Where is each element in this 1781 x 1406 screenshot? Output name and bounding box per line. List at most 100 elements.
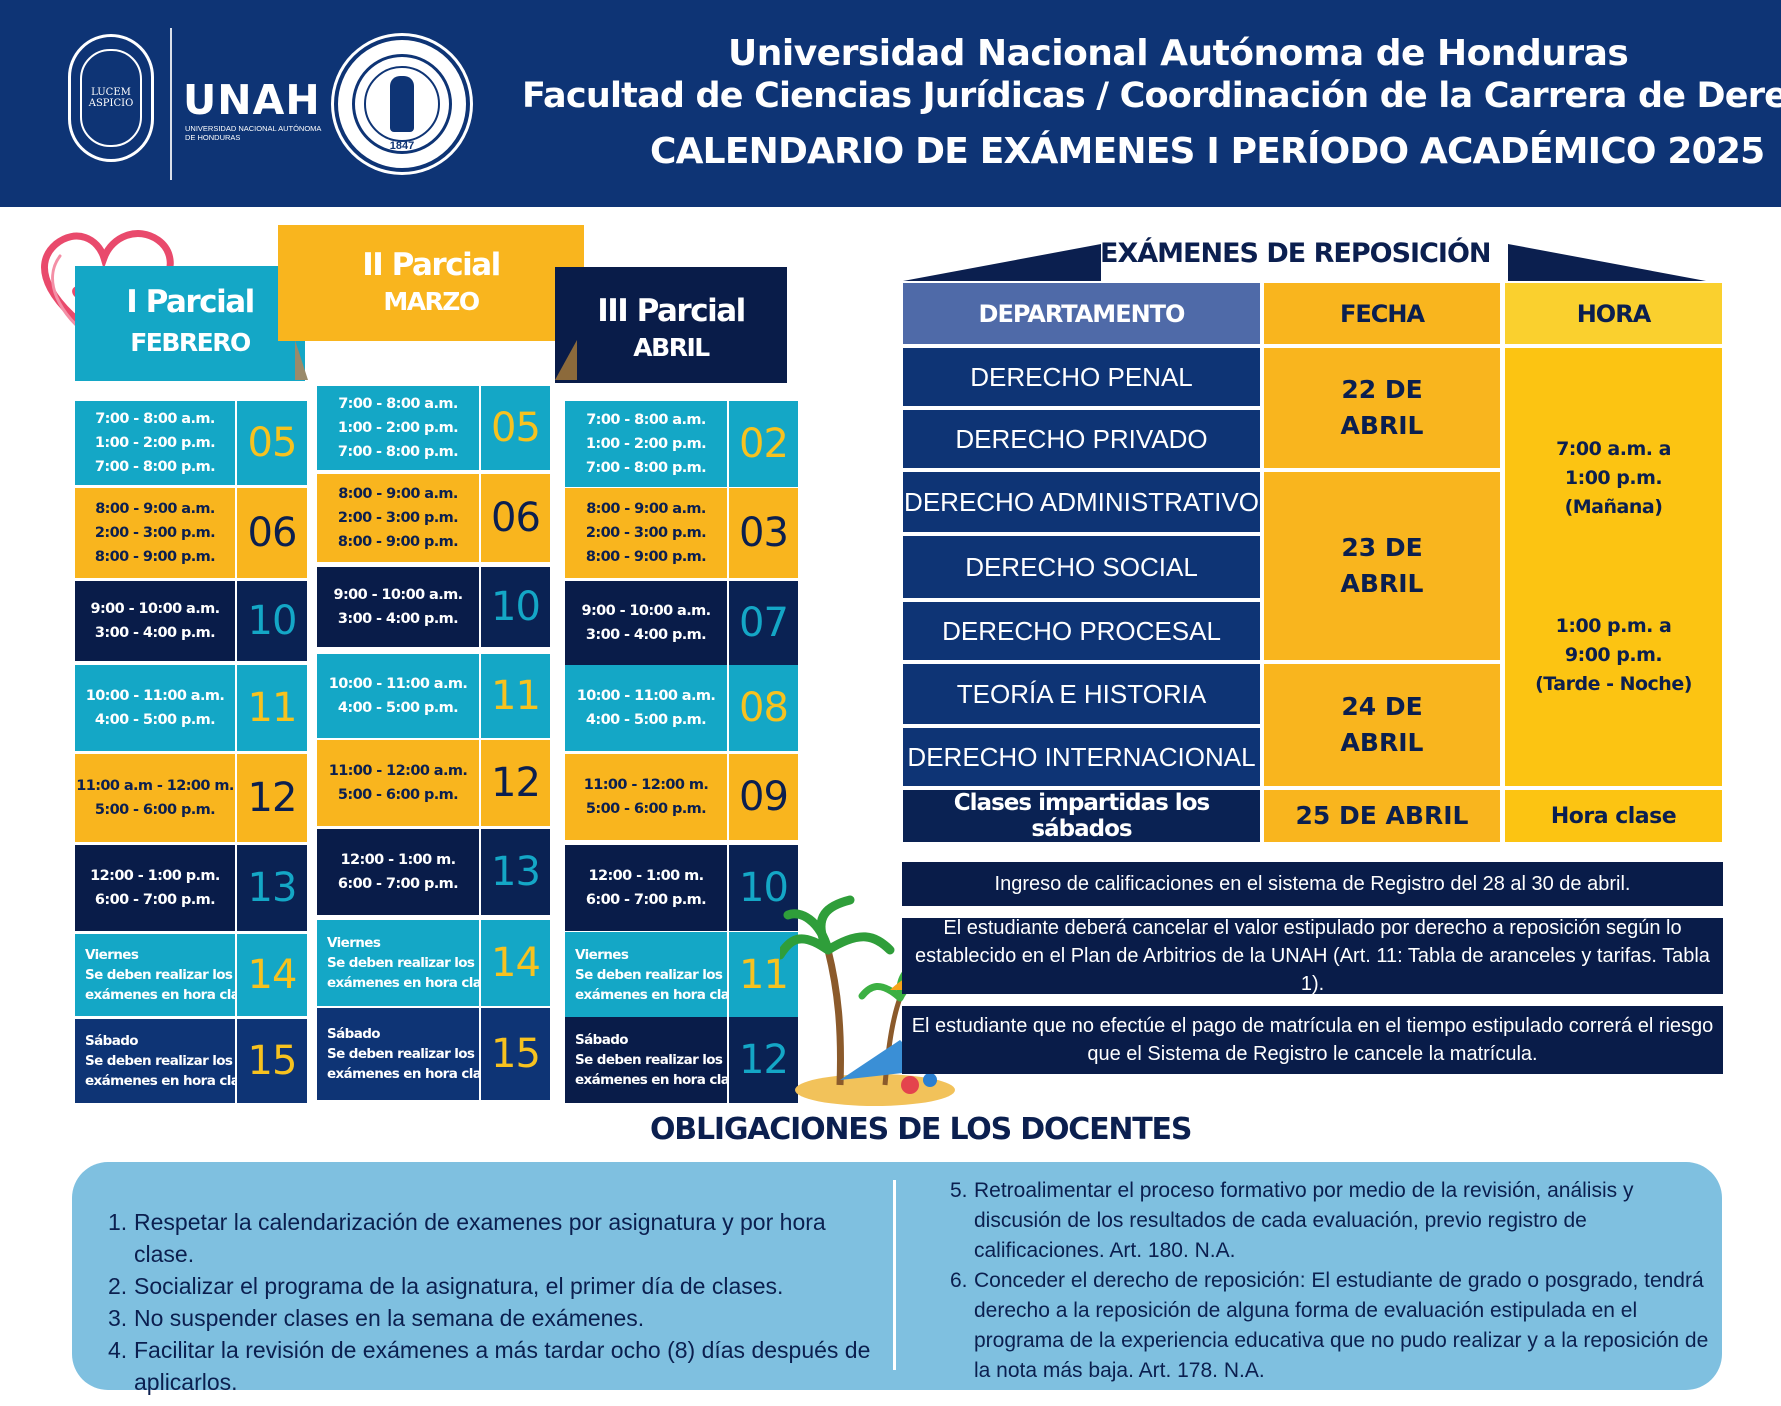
note-text: que el Sistema de Registro le cancele la… [1087, 1043, 1538, 1065]
time-slot: 4:00 - 5:00 p.m. [585, 712, 707, 728]
obligacion-item: 2. Socializar el programa de la asignatur… [108, 1270, 888, 1302]
item-text: Respetar la calendarización de examenes … [134, 1209, 826, 1267]
unah-subtitle: UNIVERSIDAD NACIONAL AUTÓNOMA DE HONDURA… [185, 124, 321, 142]
note-text: El estudiante que no efectúe el pago de … [911, 1015, 1714, 1037]
time-slot: 11:00 - 12:00 m. [583, 777, 709, 793]
title-wing-left [903, 244, 1101, 281]
note-pago-reposicion: El estudiante deberá cancelar el valor e… [902, 917, 1723, 995]
obligacion-item: 5. Retroalimentar el proceso formativo po… [950, 1176, 1710, 1266]
exam-times: 7:00 - 8:00 a.m. 1:00 - 2:00 p.m. 7:00 - 8… [75, 401, 235, 485]
sabado-departamento-cell: Clases impartidas los sábados [903, 790, 1260, 842]
label-fold [555, 340, 577, 380]
time-slot: 10:00 - 11:00 a.m. [576, 688, 716, 704]
time-slot: exámenes en hora clase [85, 987, 256, 1003]
exam-day: 15 [481, 1008, 550, 1100]
reposicion-title: EXÁMENES DE REPOSICIÓN [1100, 238, 1492, 269]
item-text: Conceder el derecho de reposición: El es… [974, 1269, 1709, 1382]
time-slot: 12:00 - 1:00 m. [588, 868, 704, 884]
time-slot: 6:00 - 7:00 p.m. [585, 892, 707, 908]
time-slot: exámenes en hora clase [327, 1066, 498, 1082]
seal-inner: LUCEM ASPICIO [80, 49, 142, 147]
time-slot: Sábado [575, 1032, 629, 1048]
exam-day: 08 [729, 665, 798, 751]
time-slot: 11:00 - 12:00 a.m. [328, 763, 468, 779]
time-slot: 1:00 - 2:00 p.m. [94, 435, 216, 451]
time-slot: Se deben realizar los [85, 1053, 233, 1069]
hora-manana-line: 7:00 a.m. a [1556, 438, 1671, 460]
fcj-logo: 1847 [334, 36, 470, 172]
time-slot: Se deben realizar los [575, 1052, 723, 1068]
hora-tarde-line: 1:00 p.m. a [1555, 615, 1672, 637]
schedule-row: 7:00 - 8:00 a.m. 1:00 - 2:00 p.m. 7:00 - 8… [565, 401, 798, 487]
exam-times: 11:00 - 12:00 m. 5:00 - 6:00 p.m. [565, 754, 727, 840]
time-slot: 10:00 - 11:00 a.m. [85, 688, 225, 704]
exam-day: 14 [481, 920, 550, 1006]
header-fecha: FECHA [1264, 283, 1500, 344]
exam-times: 8:00 - 9:00 a.m. 2:00 - 3:00 p.m. 8:00 - 9… [565, 488, 727, 578]
schedule-row: 8:00 - 9:00 a.m. 2:00 - 3:00 p.m. 8:00 - 9… [565, 488, 798, 578]
schedule-row: 7:00 - 8:00 a.m. 1:00 - 2:00 p.m. 7:00 - 8… [317, 386, 550, 470]
exam-day: 14 [237, 934, 307, 1016]
parcial-2-name: II Parcial [362, 247, 501, 283]
time-slot: exámenes en hora clase [85, 1073, 256, 1089]
parcial-1-name: I Parcial [126, 284, 255, 320]
unah-seal-logo: LUCEM ASPICIO [68, 34, 154, 162]
time-slot: 2:00 - 3:00 p.m. [337, 510, 459, 526]
hora-manana-line: (Mañana) [1564, 496, 1663, 518]
fcj-logo-inner-ring [364, 66, 440, 142]
exam-day: 05 [237, 401, 307, 485]
time-slot: 2:00 - 3:00 p.m. [94, 525, 216, 541]
time-slot: Viernes [85, 947, 139, 963]
exam-times: 12:00 - 1:00 p.m. 6:00 - 7:00 p.m. [75, 845, 235, 931]
item-text: No suspender clases en la semana de exám… [134, 1305, 645, 1331]
parcial-3-name: III Parcial [597, 293, 746, 329]
item-number: 6. [950, 1269, 968, 1292]
schedule-row: Sábado Se deben realizar los exámenes en h… [317, 1008, 550, 1100]
schedule-row: 11:00 - 12:00 a.m. 5:00 - 6:00 p.m. 12 [317, 740, 550, 826]
time-slot: exámenes en hora clase [575, 1072, 746, 1088]
item-number: 3. [108, 1305, 128, 1331]
exam-day: 06 [237, 488, 307, 578]
time-slot: 7:00 - 8:00 p.m. [337, 444, 459, 460]
fecha-cell: 24 DE ABRIL [1264, 664, 1500, 786]
time-slot: exámenes en hora clase [575, 987, 746, 1003]
label-fold [295, 340, 308, 380]
departamento-cell: DERECHO PRIVADO [903, 410, 1260, 468]
time-slot: 7:00 - 8:00 p.m. [585, 460, 707, 476]
schedule-row: 10:00 - 11:00 a.m. 4:00 - 5:00 p.m. 11 [317, 654, 550, 738]
time-slot: Sábado [85, 1033, 139, 1049]
exam-day: 03 [729, 488, 798, 578]
exam-times: Viernes Se deben realizar los exámenes en … [317, 920, 498, 1006]
exam-day: 12 [237, 754, 307, 842]
parcial-3-month: ABRIL [633, 333, 710, 362]
schedule-row: Viernes Se deben realizar los exámenes en … [75, 934, 307, 1016]
time-slot: Se deben realizar los [85, 967, 233, 983]
time-slot: 8:00 - 9:00 a.m. [338, 486, 458, 502]
fcj-logo-year: 1847 [389, 140, 415, 152]
item-text: Retroalimentar el proceso formativo por … [974, 1179, 1634, 1262]
schedule-row: Viernes Se deben realizar los exámenes en … [565, 932, 798, 1018]
exam-times: 7:00 - 8:00 a.m. 1:00 - 2:00 p.m. 7:00 - 8… [565, 401, 727, 487]
obligacion-item: 6. Conceder el derecho de reposición: El … [950, 1266, 1710, 1386]
fecha-line: 22 DE [1341, 375, 1423, 404]
time-slot: 6:00 - 7:00 p.m. [337, 876, 459, 892]
schedule-row: 9:00 - 10:00 a.m. 3:00 - 4:00 p.m. 10 [317, 567, 550, 647]
time-slot: 7:00 - 8:00 a.m. [95, 411, 215, 427]
parcial-1-label: I Parcial FEBRERO [75, 266, 305, 381]
time-slot: 12:00 - 1:00 m. [340, 852, 456, 868]
item-number: 2. [108, 1273, 128, 1299]
exam-day: 15 [237, 1019, 307, 1103]
exam-day: 11 [237, 665, 307, 751]
note-text: El estudiante deberá cancelar el valor e… [943, 917, 1682, 939]
exam-times: 11:00 - 12:00 a.m. 5:00 - 6:00 p.m. [317, 740, 479, 826]
time-slot: 4:00 - 5:00 p.m. [94, 712, 216, 728]
exam-times: 7:00 - 8:00 a.m. 1:00 - 2:00 p.m. 7:00 - 8… [317, 386, 479, 470]
exam-day: 10 [237, 581, 307, 661]
item-text: Socializar el programa de la asignatura,… [134, 1273, 784, 1299]
time-slot: Se deben realizar los [575, 967, 723, 983]
note-matricula: El estudiante que no efectúe el pago de … [902, 1006, 1723, 1074]
exam-day: 11 [481, 654, 550, 738]
exam-times: 11:00 a.m - 12:00 m. 5:00 - 6:00 p.m. [75, 754, 235, 842]
time-slot: exámenes en hora clase [327, 975, 498, 991]
obligacion-item: 1. Respetar la calendarización de examene… [108, 1206, 888, 1270]
